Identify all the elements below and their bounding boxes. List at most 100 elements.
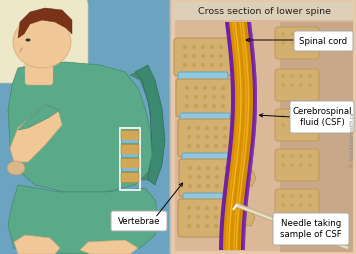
Ellipse shape: [13, 16, 71, 68]
Circle shape: [290, 114, 294, 118]
Circle shape: [290, 41, 294, 45]
Circle shape: [183, 45, 187, 49]
Polygon shape: [229, 90, 253, 106]
Circle shape: [210, 63, 214, 67]
Text: Spinal cord: Spinal cord: [299, 37, 347, 45]
Text: © AboutKidsHealth.ca: © AboutKidsHealth.ca: [351, 113, 356, 167]
Circle shape: [206, 184, 210, 188]
Circle shape: [299, 154, 303, 158]
FancyBboxPatch shape: [121, 172, 139, 183]
FancyBboxPatch shape: [178, 199, 236, 237]
Polygon shape: [130, 70, 162, 180]
Circle shape: [281, 154, 285, 158]
Polygon shape: [231, 22, 244, 250]
Circle shape: [224, 166, 228, 170]
Circle shape: [210, 54, 214, 58]
Circle shape: [290, 74, 294, 78]
Circle shape: [299, 163, 303, 167]
Circle shape: [201, 45, 205, 49]
Circle shape: [308, 163, 312, 167]
FancyBboxPatch shape: [294, 31, 353, 51]
Polygon shape: [236, 22, 249, 250]
Circle shape: [219, 63, 223, 67]
Circle shape: [308, 194, 312, 198]
Circle shape: [187, 224, 191, 228]
Circle shape: [203, 86, 207, 90]
Circle shape: [203, 95, 207, 99]
FancyBboxPatch shape: [0, 0, 88, 83]
Circle shape: [290, 83, 294, 87]
FancyBboxPatch shape: [25, 59, 53, 85]
Circle shape: [290, 154, 294, 158]
Circle shape: [212, 95, 216, 99]
Circle shape: [221, 86, 225, 90]
Text: Cerebrospinal
fluid (CSF): Cerebrospinal fluid (CSF): [292, 107, 352, 127]
Circle shape: [194, 95, 198, 99]
Circle shape: [185, 104, 189, 108]
Text: Cross section of lower spine: Cross section of lower spine: [198, 7, 330, 15]
Circle shape: [205, 144, 209, 148]
Circle shape: [206, 175, 210, 179]
Circle shape: [308, 41, 312, 45]
Circle shape: [308, 83, 312, 87]
Polygon shape: [243, 22, 257, 250]
FancyBboxPatch shape: [180, 113, 230, 127]
Bar: [120, 128, 140, 190]
Polygon shape: [233, 22, 247, 250]
Circle shape: [187, 126, 191, 130]
Circle shape: [308, 32, 312, 36]
Text: Vertebrae: Vertebrae: [118, 216, 160, 226]
FancyBboxPatch shape: [275, 189, 319, 221]
Circle shape: [299, 203, 303, 207]
Circle shape: [212, 104, 216, 108]
Circle shape: [223, 206, 227, 210]
FancyBboxPatch shape: [174, 38, 232, 76]
Circle shape: [192, 63, 196, 67]
Ellipse shape: [26, 39, 31, 41]
Circle shape: [214, 126, 218, 130]
FancyBboxPatch shape: [275, 109, 319, 141]
Circle shape: [223, 126, 227, 130]
Circle shape: [197, 184, 201, 188]
Text: Needle taking
sample of CSF: Needle taking sample of CSF: [280, 219, 342, 239]
Circle shape: [212, 86, 216, 90]
Circle shape: [223, 144, 227, 148]
Circle shape: [203, 104, 207, 108]
Circle shape: [214, 215, 218, 219]
Circle shape: [215, 184, 219, 188]
Polygon shape: [18, 8, 72, 38]
Polygon shape: [228, 22, 242, 250]
Circle shape: [187, 135, 191, 139]
Circle shape: [185, 86, 189, 90]
Circle shape: [188, 184, 192, 188]
Circle shape: [210, 45, 214, 49]
Circle shape: [205, 215, 209, 219]
Circle shape: [281, 163, 285, 167]
FancyBboxPatch shape: [121, 145, 139, 154]
Circle shape: [299, 83, 303, 87]
Polygon shape: [231, 210, 255, 226]
Polygon shape: [223, 22, 253, 250]
Circle shape: [221, 95, 225, 99]
FancyBboxPatch shape: [275, 27, 319, 59]
Circle shape: [183, 63, 187, 67]
Polygon shape: [80, 240, 138, 254]
Polygon shape: [231, 130, 255, 146]
Ellipse shape: [7, 161, 25, 175]
FancyBboxPatch shape: [183, 193, 233, 207]
Circle shape: [308, 74, 312, 78]
Circle shape: [205, 206, 209, 210]
Circle shape: [194, 86, 198, 90]
Circle shape: [196, 206, 200, 210]
Circle shape: [188, 175, 192, 179]
Circle shape: [205, 126, 209, 130]
Circle shape: [299, 194, 303, 198]
Circle shape: [281, 83, 285, 87]
Circle shape: [281, 41, 285, 45]
FancyBboxPatch shape: [170, 0, 356, 254]
Bar: [175, 20, 353, 251]
Circle shape: [299, 74, 303, 78]
FancyBboxPatch shape: [178, 72, 228, 86]
Bar: [122, 168, 138, 171]
Polygon shape: [18, 105, 60, 130]
